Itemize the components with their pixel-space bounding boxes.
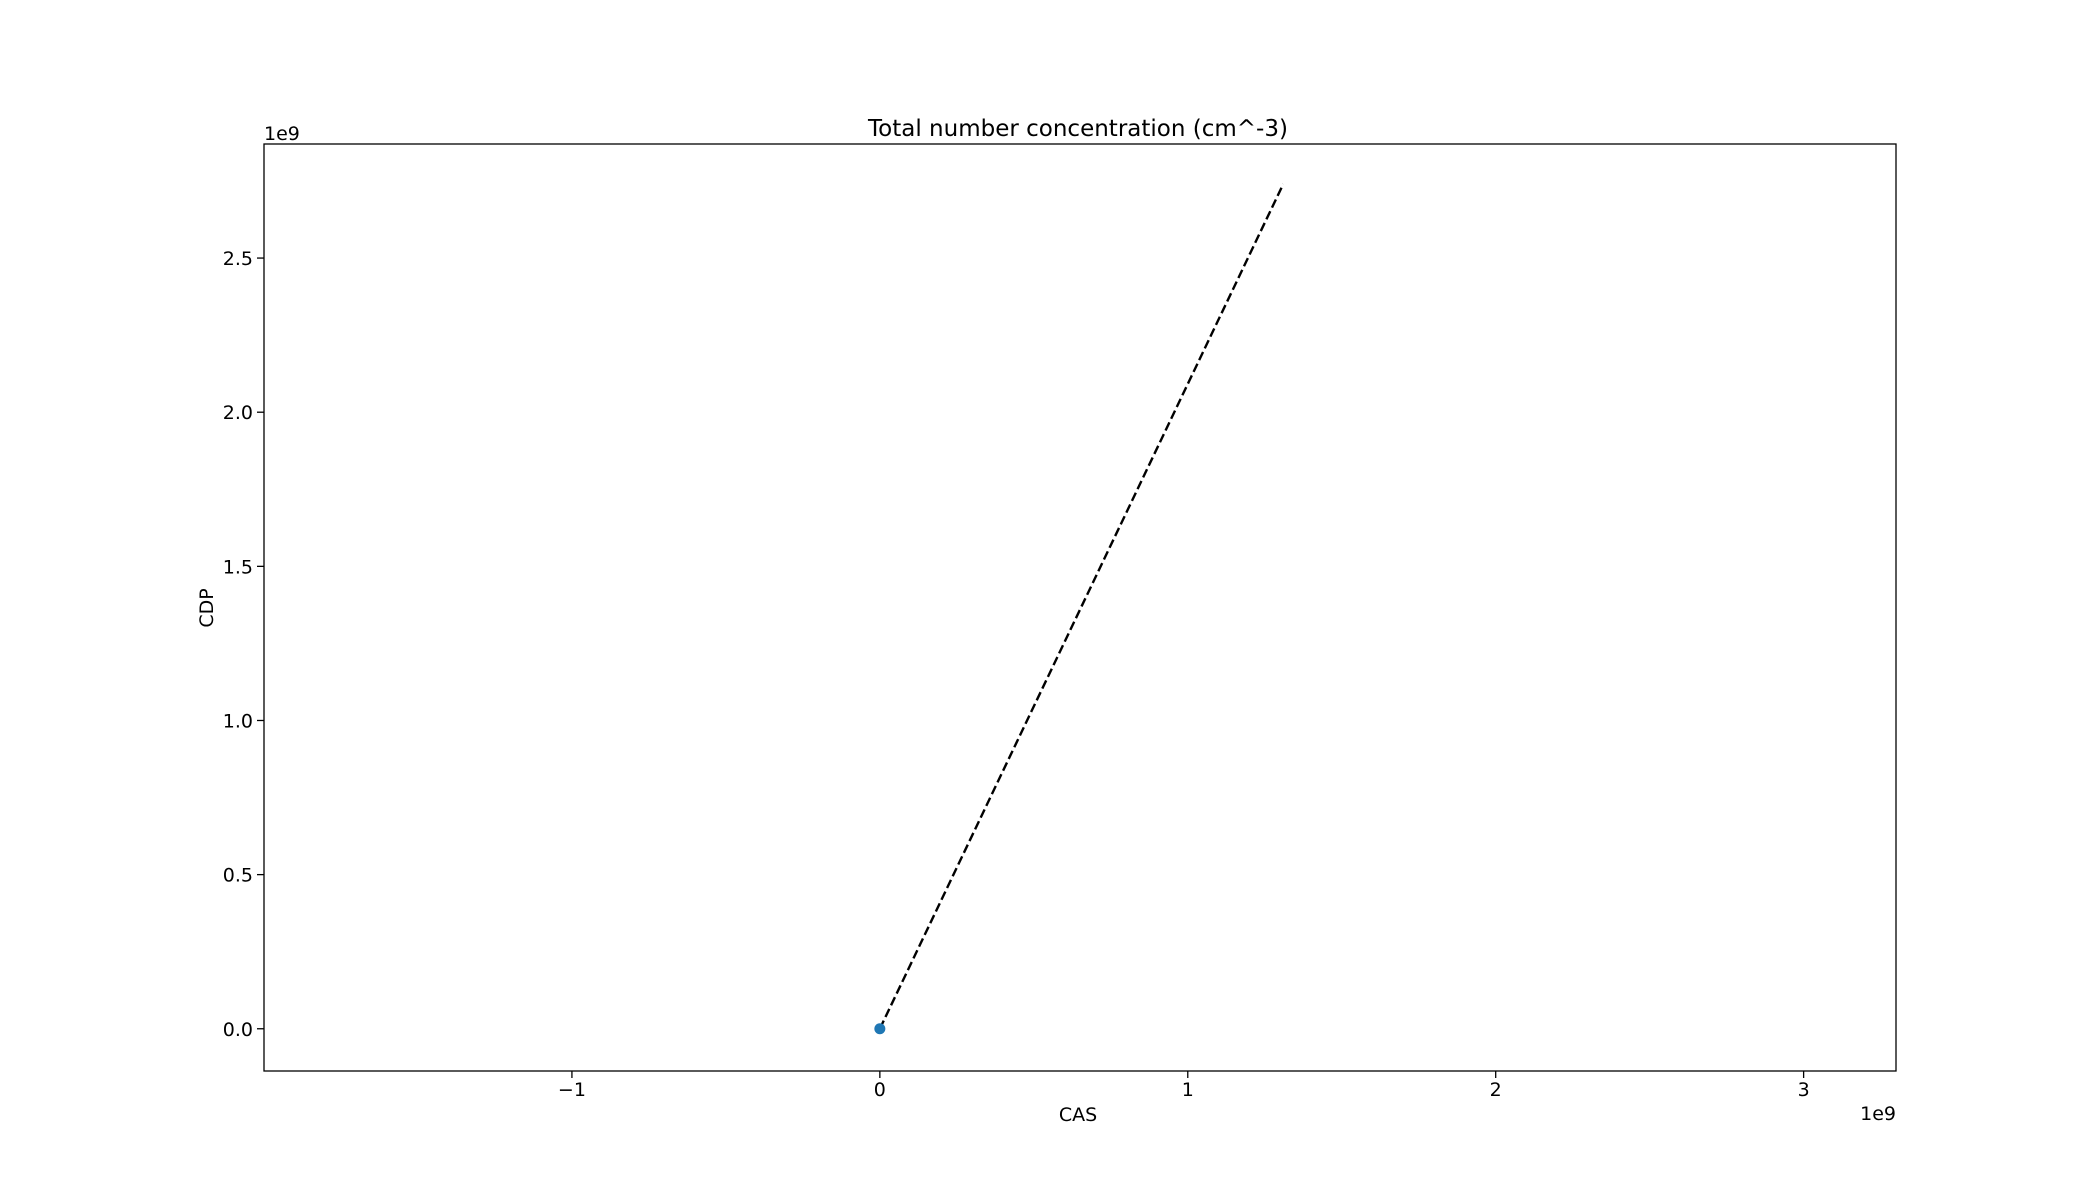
y-tick-label: 0.5 — [223, 865, 253, 887]
axes-frame — [263, 143, 1897, 1072]
y-tick-label: 2.0 — [223, 402, 253, 424]
x-tick-label: 2 — [1490, 1079, 1502, 1101]
y-tick-label: 1.0 — [223, 710, 253, 732]
x-tick-label: 1 — [1182, 1079, 1194, 1101]
fit-line — [878, 183, 1285, 1030]
y-axis-offset-label: 1e9 — [264, 123, 300, 145]
chart-title: Total number concentration (cm^-3) — [867, 116, 1288, 142]
x-axis-offset-label: 1e9 — [1860, 1103, 1896, 1125]
x-tick-label: 3 — [1798, 1079, 1810, 1101]
x-tick-label: −1 — [558, 1079, 586, 1101]
plot-area — [874, 183, 1285, 1035]
y-tick-label: 0.0 — [223, 1019, 253, 1041]
y-tick-label: 2.5 — [223, 248, 253, 270]
y-axis-label: CDP — [196, 588, 218, 627]
x-axis: −1 0 1 2 3 — [558, 1071, 1810, 1101]
y-tick-label: 1.5 — [223, 556, 253, 578]
scatter-point — [874, 1023, 886, 1035]
x-axis-label: CAS — [1059, 1104, 1097, 1126]
y-axis: 0.0 0.5 1.0 1.5 2.0 2.5 — [223, 248, 264, 1041]
x-tick-label: 0 — [874, 1079, 886, 1101]
